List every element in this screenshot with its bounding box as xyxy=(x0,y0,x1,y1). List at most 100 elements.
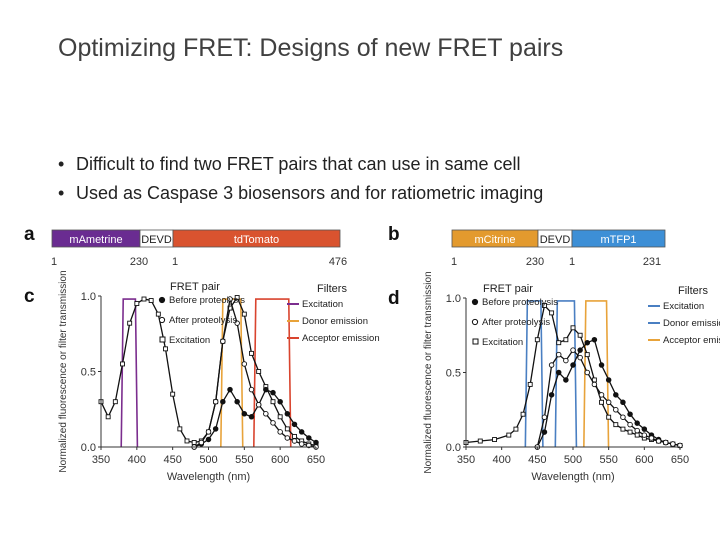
series-point xyxy=(248,386,255,393)
series-point xyxy=(620,426,626,432)
segment-label: mTFP1 xyxy=(600,234,636,246)
series-point xyxy=(563,337,569,343)
legend-marker xyxy=(471,318,479,326)
series-point xyxy=(241,361,248,367)
series-point xyxy=(227,296,233,302)
series-point xyxy=(641,432,648,438)
y-tick-label: 0.0 xyxy=(446,442,461,454)
series-point xyxy=(291,421,298,428)
series-point xyxy=(570,347,576,353)
x-tick-label: 550 xyxy=(599,454,617,466)
panel-letter: d xyxy=(388,288,400,309)
series-point xyxy=(205,429,212,435)
series-point xyxy=(634,420,640,426)
legend-marker xyxy=(472,338,479,345)
series-point xyxy=(298,441,305,447)
series-point xyxy=(513,426,519,432)
x-axis-label: Wavelength (nm) xyxy=(167,471,250,483)
series-point xyxy=(148,298,154,303)
series-point xyxy=(541,429,548,435)
series-point xyxy=(284,435,291,441)
series-point xyxy=(655,438,662,444)
legend-marker xyxy=(471,298,479,306)
slide-title: Optimizing FRET: Designs of new FRET pai… xyxy=(58,34,564,62)
bullet-item: • Used as Caspase 3 biosensors and for ra… xyxy=(58,179,543,208)
series-point xyxy=(227,386,233,393)
series-point xyxy=(541,414,548,420)
legend-marker xyxy=(159,336,166,343)
series-point xyxy=(127,320,133,326)
series-point xyxy=(177,426,183,432)
panel-letter: b xyxy=(388,224,400,245)
x-tick-label: 500 xyxy=(564,454,582,466)
series-point xyxy=(570,362,576,368)
x-tick-label: 650 xyxy=(671,454,689,466)
series-point xyxy=(662,439,669,446)
series-point xyxy=(606,414,612,420)
y-tick-label: 1.0 xyxy=(81,291,96,303)
series-point xyxy=(205,436,212,443)
x-tick-label: 500 xyxy=(199,454,217,466)
series-point xyxy=(212,398,219,405)
series-point xyxy=(234,320,240,326)
series-point xyxy=(605,399,612,406)
series-point xyxy=(220,398,226,405)
residue-number: 1 xyxy=(51,256,57,268)
y-tick-label: 0.5 xyxy=(81,367,96,379)
series-point xyxy=(270,420,276,426)
legend-label: Donor emission xyxy=(302,316,368,327)
series-point xyxy=(313,439,319,446)
x-axis-label: Wavelength (nm) xyxy=(531,471,614,483)
series-point xyxy=(534,337,540,343)
series-line xyxy=(465,304,681,447)
series-point xyxy=(548,392,555,398)
series-point xyxy=(506,432,512,438)
legend-marker xyxy=(158,316,166,324)
series-point xyxy=(634,432,640,438)
series-point xyxy=(298,429,305,435)
figure-panels: a mAmetrine DEVD tdTomato 1 230 1 476 b mCitrine D… xyxy=(24,224,720,483)
x-tick-label: 400 xyxy=(128,454,146,466)
segment-label: DEVD xyxy=(540,234,571,246)
series-point xyxy=(141,296,147,302)
panel-letter: a xyxy=(24,224,35,245)
legend-label: Before proteolysis xyxy=(482,297,558,308)
series-point xyxy=(284,411,291,417)
series-point xyxy=(291,438,298,444)
panel-a: a mAmetrine DEVD tdTomato 1 230 1 476 xyxy=(24,224,347,268)
segment-label: mCitrine xyxy=(475,234,516,246)
series-point xyxy=(627,429,633,435)
x-tick-label: 600 xyxy=(635,454,653,466)
panel-letter: c xyxy=(24,286,35,307)
segment-label: tdTomato xyxy=(234,234,279,246)
series-point xyxy=(105,414,111,420)
filter-band xyxy=(554,300,578,448)
segment-label: mAmetrine xyxy=(69,234,122,246)
series-point xyxy=(198,439,205,446)
series-point xyxy=(563,377,569,383)
x-tick-label: 400 xyxy=(492,454,510,466)
series-point xyxy=(555,351,562,358)
series-point xyxy=(134,301,140,307)
series-point xyxy=(112,399,118,405)
series-point xyxy=(613,392,619,398)
series-point xyxy=(563,357,569,364)
series-point xyxy=(191,440,197,445)
series-point xyxy=(120,361,125,367)
series-point xyxy=(263,411,269,417)
series-point xyxy=(627,411,633,417)
series-point xyxy=(234,295,240,300)
x-tick-label: 650 xyxy=(307,454,325,466)
legend-title: Filters xyxy=(317,283,347,295)
series-point xyxy=(577,347,583,353)
filter-band xyxy=(524,300,544,448)
legend-label: Acceptor emission xyxy=(663,335,720,346)
x-tick-label: 600 xyxy=(271,454,289,466)
bullet-list: • Difficult to find two FRET pairs that c… xyxy=(58,150,543,208)
series-point xyxy=(477,438,483,444)
series-point xyxy=(155,311,161,317)
chart-c: c 350 400 450 500 550 600 650 0.0 0.5 1.0 Wavelengt… xyxy=(24,270,380,483)
filter-band xyxy=(583,300,610,448)
series-point xyxy=(241,311,247,317)
series-point xyxy=(527,381,533,387)
